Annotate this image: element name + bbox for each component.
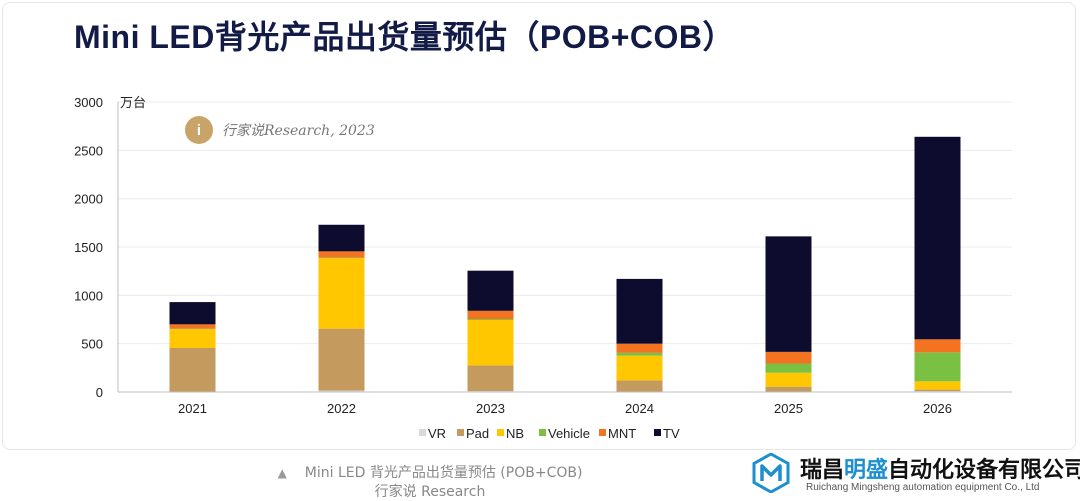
hexagon-m-logo-icon bbox=[752, 453, 790, 493]
y-axis-ticks: 0 500 1000 1500 2000 2500 3000 bbox=[74, 95, 103, 400]
x-tick-label: 2025 bbox=[774, 401, 803, 416]
legend-swatch-tv bbox=[654, 429, 661, 436]
legend-swatch-vehicle bbox=[539, 429, 546, 436]
watermark: i 行家说Research, 2023 bbox=[185, 116, 375, 144]
bar-nb-2023 bbox=[468, 320, 514, 365]
legend-swatch-pad bbox=[457, 429, 464, 436]
bar-pad-2026 bbox=[915, 390, 961, 391]
bar-vehicle-2024 bbox=[617, 353, 663, 356]
legend-swatch-mnt bbox=[599, 429, 606, 436]
bar-tv-2025 bbox=[766, 236, 812, 352]
legend-label-mnt: MNT bbox=[608, 426, 636, 441]
y-tick-label: 2000 bbox=[74, 192, 103, 207]
legend: VR Pad NB Vehicle MNT TV bbox=[419, 426, 680, 441]
bar-mnt-2025 bbox=[766, 352, 812, 364]
bar-tv-2026 bbox=[915, 137, 961, 340]
x-tick-label: 2022 bbox=[327, 401, 356, 416]
bar-nb-2026 bbox=[915, 381, 961, 389]
caption-text: Mini LED 背光产品出货量预估 (POB+COB) bbox=[305, 465, 583, 481]
y-axis-unit-label: 万台 bbox=[120, 95, 146, 110]
bar-tv-2022 bbox=[319, 225, 365, 252]
bar-mnt-2021 bbox=[170, 324, 216, 328]
y-tick-label: 1500 bbox=[74, 240, 103, 255]
x-tick-label: 2026 bbox=[923, 401, 952, 416]
watermark-text: 行家说Research, 2023 bbox=[222, 123, 375, 139]
stacked-bar-chart: 0 500 1000 1500 2000 2500 3000 万台 2021 2022 2023… bbox=[0, 0, 1080, 450]
bar-vehicle-2025 bbox=[766, 363, 812, 372]
bar-nb-2025 bbox=[766, 373, 812, 387]
bar-tv-2024 bbox=[617, 279, 663, 344]
bar-mnt-2023 bbox=[468, 311, 514, 319]
bar-tv-2021 bbox=[170, 302, 216, 324]
caption-triangle-icon: ▲ bbox=[278, 466, 287, 480]
watermark-logo-glyph: i bbox=[197, 122, 201, 139]
bar-mnt-2026 bbox=[915, 339, 961, 352]
y-tick-label: 1000 bbox=[74, 288, 103, 303]
x-axis-ticks: 2021 2022 2023 2024 2025 2026 bbox=[178, 401, 952, 416]
legend-label-tv: TV bbox=[663, 426, 680, 441]
bar-tv-2023 bbox=[468, 271, 514, 311]
bar-vehicle-2026 bbox=[915, 352, 961, 381]
y-tick-label: 500 bbox=[81, 337, 103, 352]
bar-nb-2022 bbox=[319, 258, 365, 329]
bar-pad-2024 bbox=[617, 380, 663, 391]
y-tick-label: 2500 bbox=[74, 143, 103, 158]
bar-mnt-2024 bbox=[617, 344, 663, 353]
legend-label-vehicle: Vehicle bbox=[548, 426, 590, 441]
company-name-english: Ruichang Mingsheng automation equipment … bbox=[806, 482, 1039, 493]
y-tick-label: 3000 bbox=[74, 95, 103, 110]
x-tick-label: 2023 bbox=[476, 401, 505, 416]
legend-swatch-vr bbox=[419, 429, 426, 436]
legend-label-vr: VR bbox=[428, 426, 446, 441]
bar-pad-2023 bbox=[468, 365, 514, 391]
y-tick-label: 0 bbox=[96, 385, 103, 400]
bar-mnt-2022 bbox=[319, 251, 365, 257]
x-tick-label: 2021 bbox=[178, 401, 207, 416]
bar-pad-2025 bbox=[766, 387, 812, 392]
legend-label-pad: Pad bbox=[466, 426, 489, 441]
company-name: 瑞昌明盛自动化设备有限公司 bbox=[800, 452, 1080, 484]
bar-nb-2021 bbox=[170, 329, 216, 348]
x-tick-label: 2024 bbox=[625, 401, 654, 416]
bar-pad-2021 bbox=[170, 348, 216, 392]
bars bbox=[170, 137, 961, 392]
bar-pad-2022 bbox=[319, 329, 365, 391]
bar-vehicle-2023 bbox=[468, 319, 514, 320]
legend-label-nb: NB bbox=[506, 426, 524, 441]
legend-swatch-nb bbox=[497, 429, 504, 436]
bar-nb-2024 bbox=[617, 356, 663, 381]
